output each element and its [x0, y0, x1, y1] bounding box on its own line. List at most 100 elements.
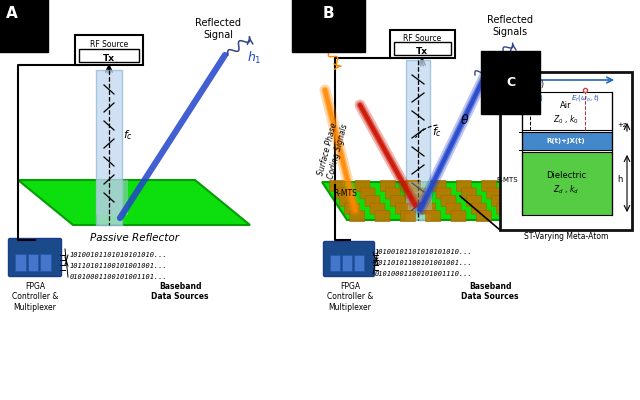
Text: 01010001100101001110...: 01010001100101001110...	[375, 271, 473, 277]
Text: 10100101101010101010...: 10100101101010101010...	[375, 249, 473, 255]
FancyBboxPatch shape	[492, 196, 507, 206]
FancyBboxPatch shape	[486, 188, 502, 199]
Bar	[28, 254, 38, 271]
Text: 10100101101010101010...: 10100101101010101010...	[70, 252, 168, 258]
Text: Surface Phase
Coding Signals: Surface Phase Coding Signals	[316, 120, 349, 180]
FancyBboxPatch shape	[476, 211, 492, 222]
FancyBboxPatch shape	[431, 180, 446, 191]
Text: RF Source: RF Source	[403, 34, 441, 44]
Bar	[394, 42, 451, 55]
FancyBboxPatch shape	[547, 203, 563, 214]
FancyBboxPatch shape	[8, 238, 61, 276]
FancyBboxPatch shape	[345, 203, 360, 214]
Text: B: B	[323, 6, 335, 21]
Text: $E_i(\omega_i,t)$: $E_i(\omega_i,t)$	[516, 92, 543, 103]
Text: $\Gamma(t)$: $\Gamma(t)$	[530, 78, 545, 90]
Text: RF Source: RF Source	[90, 40, 128, 49]
Text: Tx: Tx	[103, 54, 115, 63]
FancyBboxPatch shape	[355, 180, 370, 191]
FancyBboxPatch shape	[507, 180, 522, 191]
Text: $f_c$: $f_c$	[432, 125, 442, 139]
FancyBboxPatch shape	[420, 203, 436, 214]
FancyBboxPatch shape	[390, 196, 405, 206]
Text: 10110101100101001001...: 10110101100101001001...	[70, 263, 168, 269]
Text: +z: +z	[617, 122, 627, 128]
FancyBboxPatch shape	[360, 188, 375, 199]
FancyBboxPatch shape	[512, 188, 527, 199]
FancyBboxPatch shape	[497, 203, 511, 214]
FancyBboxPatch shape	[446, 203, 461, 214]
Text: $\theta$: $\theta$	[460, 113, 470, 127]
Text: Reflected
Signal: Reflected Signal	[195, 18, 241, 40]
FancyBboxPatch shape	[323, 242, 374, 276]
FancyBboxPatch shape	[415, 196, 431, 206]
Polygon shape	[322, 182, 575, 220]
Text: A: A	[6, 6, 18, 21]
Text: R-MTS: R-MTS	[333, 188, 357, 198]
Text: FPGA
Controller &
Multiplexer: FPGA Controller & Multiplexer	[12, 282, 58, 312]
Polygon shape	[96, 180, 128, 215]
FancyBboxPatch shape	[538, 188, 552, 199]
Polygon shape	[18, 180, 250, 225]
FancyBboxPatch shape	[517, 196, 532, 206]
FancyBboxPatch shape	[467, 196, 481, 206]
Text: $E_r(\omega_o,t)$: $E_r(\omega_o,t)$	[570, 92, 600, 103]
Text: $Z_d$ , $k_d$: $Z_d$ , $k_d$	[553, 184, 579, 196]
Text: 10110101100101001001...: 10110101100101001001...	[375, 260, 473, 266]
FancyBboxPatch shape	[380, 180, 396, 191]
FancyBboxPatch shape	[441, 196, 456, 206]
Text: Dielectric: Dielectric	[546, 170, 586, 180]
Bar	[342, 255, 352, 271]
Text: R(t)+jX(t): R(t)+jX(t)	[547, 138, 586, 144]
Text: Baseband
Data Sources: Baseband Data Sources	[151, 282, 209, 302]
FancyBboxPatch shape	[456, 180, 471, 191]
FancyBboxPatch shape	[471, 203, 486, 214]
Text: $f_c+mf_0$: $f_c+mf_0$	[311, 18, 349, 32]
Bar	[522, 152, 612, 215]
Polygon shape	[406, 60, 430, 220]
FancyBboxPatch shape	[385, 188, 401, 199]
Text: Baseband
Data Sources: Baseband Data Sources	[461, 282, 519, 302]
FancyBboxPatch shape	[451, 211, 466, 222]
FancyBboxPatch shape	[406, 180, 420, 191]
FancyBboxPatch shape	[335, 188, 349, 199]
Bar	[522, 92, 612, 130]
FancyBboxPatch shape	[532, 180, 547, 191]
FancyBboxPatch shape	[482, 180, 497, 191]
Bar	[79, 48, 139, 62]
FancyBboxPatch shape	[411, 188, 426, 199]
Bar	[390, 30, 455, 58]
Text: R-MTS: R-MTS	[497, 177, 518, 183]
Text: Passive Reflector: Passive Reflector	[90, 233, 179, 243]
Text: Air: Air	[560, 100, 572, 110]
Text: $f_c$: $f_c$	[123, 128, 133, 142]
Polygon shape	[96, 70, 122, 225]
Text: C: C	[506, 76, 515, 89]
Text: 01010001100101001101...: 01010001100101001101...	[70, 274, 168, 280]
Text: h: h	[617, 176, 622, 184]
FancyBboxPatch shape	[426, 211, 441, 222]
Bar	[15, 254, 26, 271]
FancyBboxPatch shape	[375, 211, 390, 222]
Polygon shape	[408, 182, 432, 210]
Text: Tx: Tx	[416, 47, 428, 56]
FancyBboxPatch shape	[349, 211, 365, 222]
FancyBboxPatch shape	[502, 211, 516, 222]
FancyBboxPatch shape	[522, 203, 537, 214]
FancyBboxPatch shape	[461, 188, 476, 199]
FancyBboxPatch shape	[401, 211, 415, 222]
FancyBboxPatch shape	[436, 188, 451, 199]
FancyBboxPatch shape	[552, 211, 567, 222]
Text: FPGA
Controller &
Multiplexer: FPGA Controller & Multiplexer	[327, 282, 373, 312]
Bar	[40, 254, 51, 271]
FancyBboxPatch shape	[396, 203, 410, 214]
Bar	[522, 132, 612, 150]
FancyBboxPatch shape	[365, 196, 380, 206]
Bar	[75, 35, 143, 65]
FancyBboxPatch shape	[340, 196, 355, 206]
Text: $Z_0$ , $k_0$: $Z_0$ , $k_0$	[553, 114, 579, 126]
Text: Reflected
Signals: Reflected Signals	[487, 15, 533, 37]
Bar	[500, 72, 632, 230]
FancyBboxPatch shape	[370, 203, 385, 214]
Bar	[330, 255, 340, 271]
